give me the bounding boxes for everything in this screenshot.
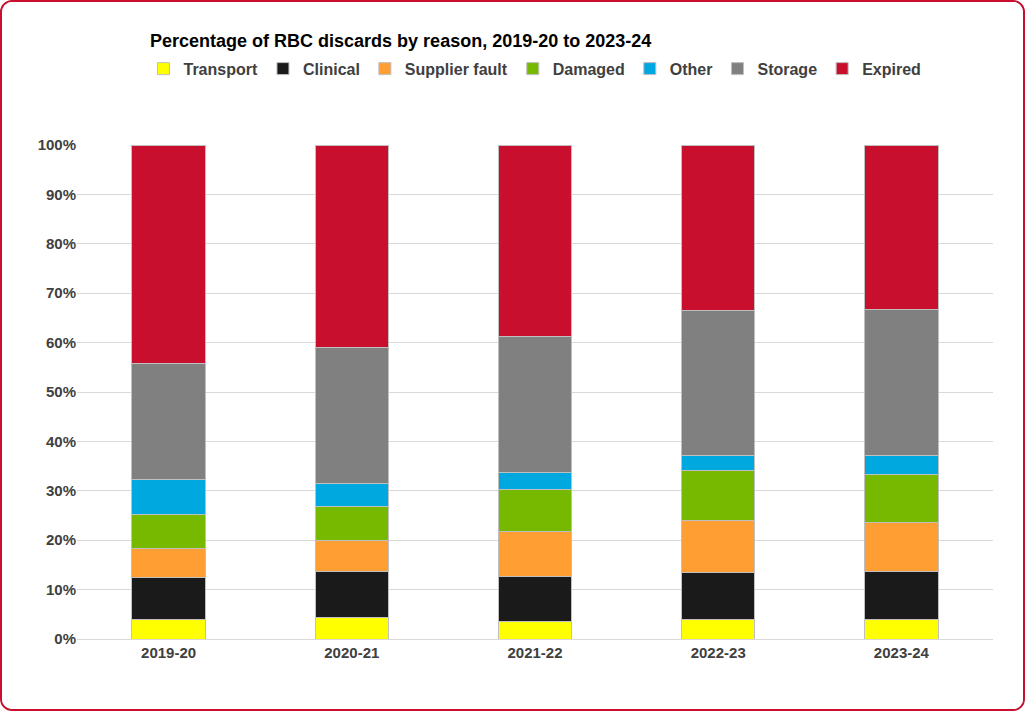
svg-text:2019-20: 2019-20 — [141, 644, 196, 661]
svg-text:Damaged: Damaged — [553, 61, 625, 78]
svg-text:Storage: Storage — [757, 61, 817, 78]
svg-text:Percentage of RBC discards by: Percentage of RBC discards by reason, 20… — [150, 31, 651, 51]
svg-text:Supplier fault: Supplier fault — [405, 61, 508, 78]
svg-text:70%: 70% — [46, 284, 76, 301]
svg-text:0%: 0% — [54, 630, 76, 647]
svg-text:100%: 100% — [38, 136, 76, 153]
svg-text:2022-23: 2022-23 — [691, 644, 746, 661]
svg-text:40%: 40% — [46, 433, 76, 450]
svg-text:50%: 50% — [46, 383, 76, 400]
svg-text:20%: 20% — [46, 531, 76, 548]
svg-text:90%: 90% — [46, 186, 76, 203]
svg-text:Clinical: Clinical — [303, 61, 360, 78]
svg-text:Expired: Expired — [862, 61, 921, 78]
svg-text:Transport: Transport — [184, 61, 258, 78]
svg-text:30%: 30% — [46, 482, 76, 499]
svg-text:80%: 80% — [46, 235, 76, 252]
svg-text:2021-22: 2021-22 — [507, 644, 562, 661]
svg-text:2020-21: 2020-21 — [324, 644, 379, 661]
svg-text:60%: 60% — [46, 334, 76, 351]
svg-text:2023-24: 2023-24 — [874, 644, 930, 661]
svg-text:10%: 10% — [46, 581, 76, 598]
svg-text:Other: Other — [670, 61, 713, 78]
